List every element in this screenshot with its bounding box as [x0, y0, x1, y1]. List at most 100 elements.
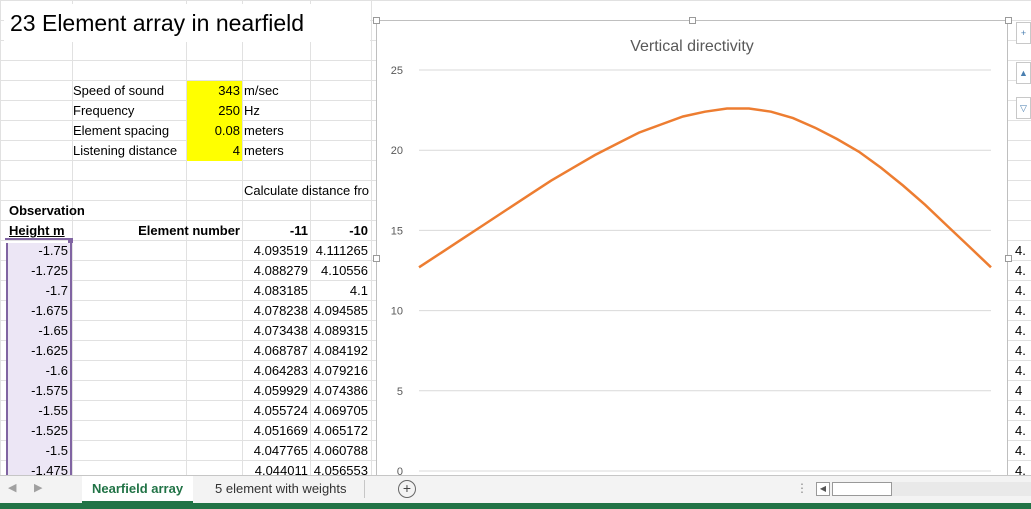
param-values-highlight [187, 81, 242, 161]
chart-area[interactable]: Vertical directivity 0 5 10 15 20 25 [376, 20, 1008, 480]
hscroll-thumb[interactable] [832, 482, 892, 496]
column-line [310, 0, 311, 475]
param-label[interactable]: Frequency [73, 103, 135, 118]
distance-cell[interactable]: 4.068787 [253, 343, 308, 358]
distance-cell[interactable]: 4.093519 [253, 243, 308, 258]
resize-handle[interactable] [1005, 255, 1012, 262]
resize-handle[interactable] [373, 255, 380, 262]
resize-handle[interactable] [373, 17, 380, 24]
calc-label[interactable]: Calculate distance fro [244, 183, 370, 198]
distance-cell[interactable]: 4.074386 [313, 383, 368, 398]
partial-cell[interactable]: 4. [1015, 283, 1026, 298]
resize-handle[interactable] [1005, 17, 1012, 24]
distance-cell[interactable]: 4.059929 [253, 383, 308, 398]
chart-title: Vertical directivity [630, 38, 754, 55]
partial-cell[interactable]: 4. [1015, 243, 1026, 258]
tab-nearfield-array[interactable]: Nearfield array [82, 476, 194, 503]
height-cell[interactable]: -1.75 [38, 243, 68, 258]
height-cell[interactable]: -1.575 [31, 383, 68, 398]
distance-cell[interactable]: 4.088279 [253, 263, 308, 278]
status-bar [0, 503, 1031, 509]
param-label[interactable]: Listening distance [73, 143, 178, 158]
param-label[interactable]: Element spacing [73, 123, 170, 138]
distance-cell[interactable]: 4.078238 [253, 303, 308, 318]
hscroll-track[interactable] [892, 482, 1031, 496]
selection-border [5, 238, 73, 240]
distance-cell[interactable]: 4.047765 [253, 443, 308, 458]
distance-cell[interactable]: 4.065172 [313, 423, 368, 438]
distance-cell[interactable]: 4.083185 [253, 283, 308, 298]
brush-icon: ▲ [1019, 68, 1028, 78]
column-line [371, 0, 372, 475]
param-value[interactable]: 0.08 [214, 123, 240, 138]
distance-cell[interactable]: 4.060788 [313, 443, 368, 458]
height-cell[interactable]: -1.475 [31, 463, 68, 478]
distance-cell[interactable]: 4.064283 [253, 363, 308, 378]
chart-series-line [418, 107, 992, 269]
param-unit[interactable]: meters [244, 143, 284, 158]
distance-cell[interactable]: 4.084192 [313, 343, 368, 358]
column-line [72, 0, 73, 475]
distance-cell[interactable]: 4.069705 [313, 403, 368, 418]
plus-icon: + [1020, 28, 1027, 38]
distance-cell[interactable]: 4.094585 [313, 303, 368, 318]
partial-cell[interactable]: 4. [1015, 363, 1026, 378]
selected-height-column[interactable] [6, 243, 72, 475]
param-unit[interactable]: meters [244, 123, 284, 138]
distance-cell[interactable]: 4.10556 [321, 263, 368, 278]
observation-label[interactable]: Observation [9, 203, 85, 218]
height-header[interactable]: Height m [9, 223, 65, 238]
tab-scroll-left-icon[interactable]: ◀ [8, 482, 17, 494]
chart-filters-button[interactable]: ▽ [1016, 97, 1031, 119]
distance-cell[interactable]: 4.056553 [313, 463, 368, 478]
distance-cell[interactable]: 4.079216 [313, 363, 368, 378]
chart-elements-button[interactable]: + [1016, 22, 1031, 44]
partial-cell[interactable]: 4. [1015, 463, 1026, 478]
distance-cell[interactable]: 4.111265 [315, 243, 368, 258]
height-cell[interactable]: -1.625 [31, 343, 68, 358]
scroll-split-icon[interactable]: ⋮ [796, 481, 808, 495]
y-tick-label: 20 [391, 145, 403, 157]
height-cell[interactable]: -1.55 [38, 403, 68, 418]
y-tick-label: 15 [391, 225, 403, 237]
height-cell[interactable]: -1.525 [31, 423, 68, 438]
distance-cell[interactable]: 4.073438 [253, 323, 308, 338]
partial-cell[interactable]: 4. [1015, 443, 1026, 458]
height-cell[interactable]: -1.6 [45, 363, 68, 378]
chart-styles-button[interactable]: ▲ [1016, 62, 1031, 84]
filter-icon: ▽ [1020, 103, 1027, 113]
height-cell[interactable]: -1.5 [45, 443, 68, 458]
y-tick-label: 0 [397, 466, 403, 478]
distance-cell[interactable]: 4.051669 [253, 423, 308, 438]
height-cell[interactable]: -1.725 [31, 263, 68, 278]
partial-cell[interactable]: 4. [1015, 403, 1026, 418]
partial-cell[interactable]: 4 [1015, 383, 1023, 398]
param-unit[interactable]: m/sec [244, 83, 279, 98]
height-cell[interactable]: -1.65 [38, 323, 68, 338]
partial-cell[interactable]: 4. [1015, 343, 1026, 358]
partial-cell[interactable]: 4. [1015, 323, 1026, 338]
param-unit[interactable]: Hz [244, 103, 260, 118]
tab-5-element-with-weights[interactable]: 5 element with weights [215, 481, 347, 496]
col-header[interactable]: -11 [289, 223, 308, 238]
param-value[interactable]: 343 [218, 83, 240, 98]
hscroll-left-button[interactable]: ◀ [816, 482, 830, 496]
distance-cell[interactable]: 4.044011 [254, 463, 308, 478]
tab-scroll-right-icon[interactable]: ▶ [34, 482, 43, 494]
distance-cell[interactable]: 4.1 [349, 283, 368, 298]
height-cell[interactable]: -1.7 [45, 283, 68, 298]
param-value[interactable]: 4 [232, 143, 240, 158]
col-header[interactable]: -10 [349, 223, 368, 238]
resize-handle[interactable] [689, 17, 696, 24]
partial-cell[interactable]: 4. [1015, 303, 1026, 318]
param-value[interactable]: 250 [218, 103, 240, 118]
param-label[interactable]: Speed of sound [73, 83, 165, 98]
distance-cell[interactable]: 4.055724 [253, 403, 308, 418]
partial-cell[interactable]: 4. [1015, 423, 1026, 438]
fill-handle[interactable] [68, 238, 73, 243]
new-sheet-button[interactable]: + [398, 480, 416, 498]
element-number-header[interactable]: Element number [138, 223, 240, 238]
partial-cell[interactable]: 4. [1015, 263, 1026, 278]
height-cell[interactable]: -1.675 [31, 303, 68, 318]
distance-cell[interactable]: 4.089315 [313, 323, 368, 338]
